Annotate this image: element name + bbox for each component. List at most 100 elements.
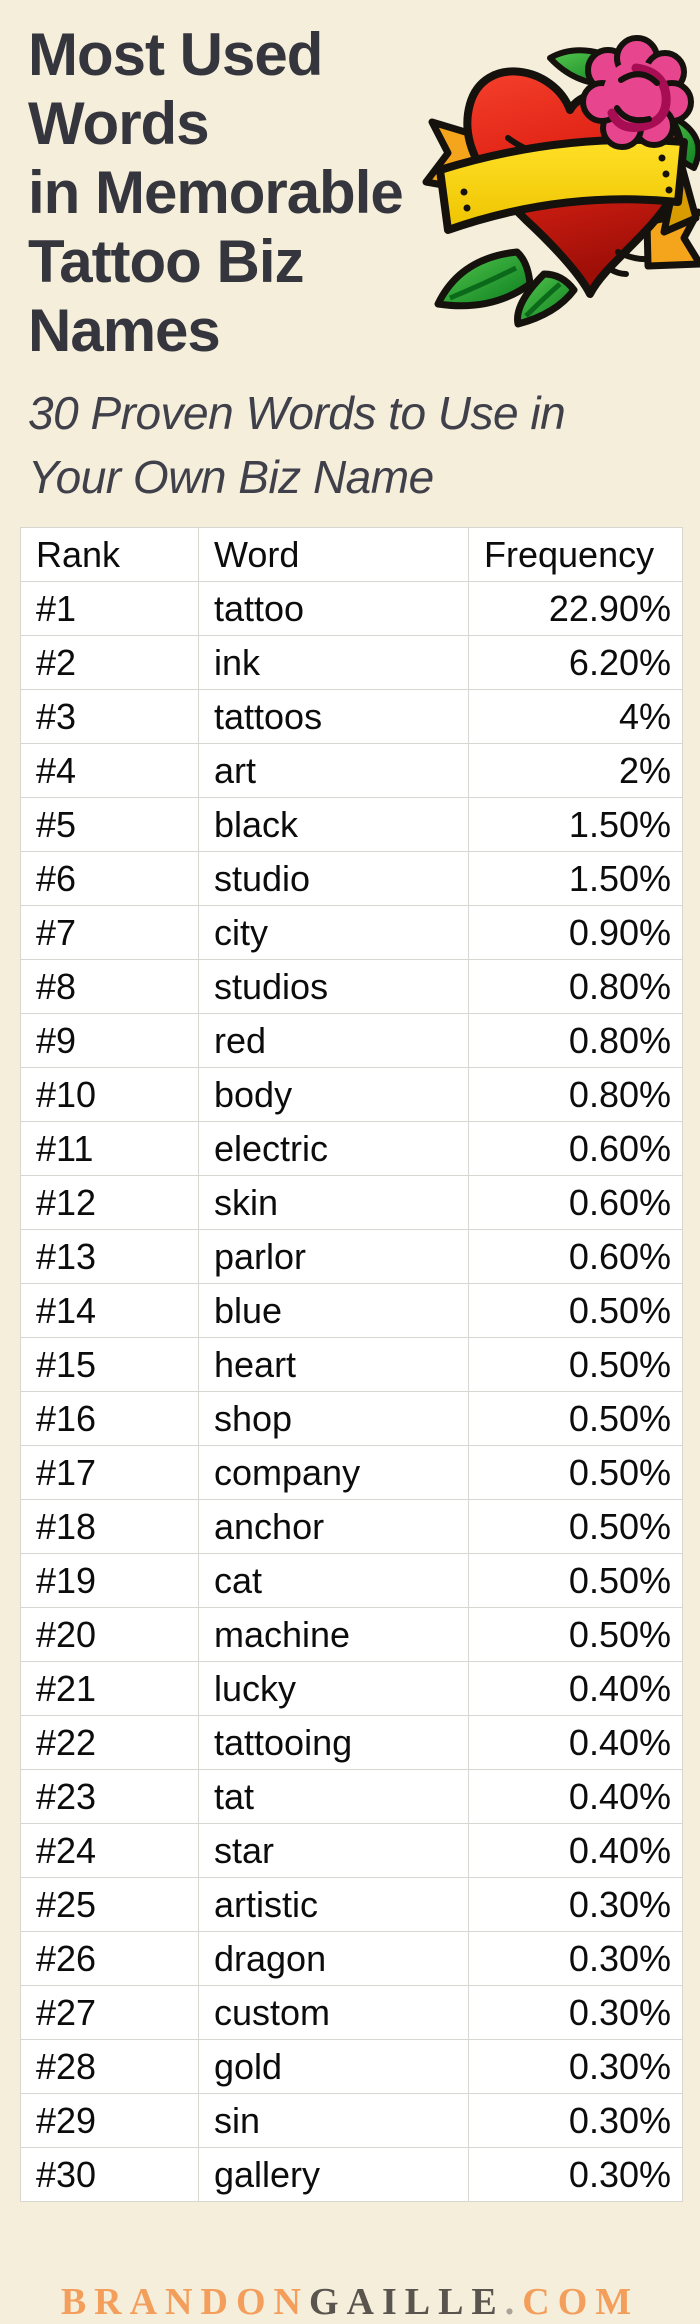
- rank-cell: #3: [20, 689, 199, 744]
- word-cell: studio: [198, 851, 469, 906]
- column-header-frequency: Frequency: [468, 527, 683, 582]
- footer-dot: .: [504, 2281, 523, 2323]
- word-cell: red: [198, 1013, 469, 1068]
- frequency-cell: 0.80%: [468, 1067, 683, 1122]
- word-frequency-table: Rank Word Frequency #1 tattoo 22.90% #2 …: [20, 527, 683, 2202]
- rank-cell: #17: [20, 1445, 199, 1500]
- rank-cell: #26: [20, 1931, 199, 1986]
- word-cell: lucky: [198, 1661, 469, 1716]
- rank-cell: #7: [20, 905, 199, 960]
- footer-tld: COM: [522, 2281, 640, 2323]
- page-title: Most Used Words in Memorable Tattoo Biz …: [28, 20, 458, 365]
- word-cell: dragon: [198, 1931, 469, 1986]
- word-cell: artistic: [198, 1877, 469, 1932]
- word-cell: skin: [198, 1175, 469, 1230]
- rank-cell: #18: [20, 1499, 199, 1554]
- table-row: #8 studios 0.80%: [20, 959, 683, 1014]
- rank-cell: #12: [20, 1175, 199, 1230]
- word-cell: star: [198, 1823, 469, 1878]
- header: Most Used Words in Memorable Tattoo Biz …: [0, 20, 700, 509]
- word-cell: tattooing: [198, 1715, 469, 1770]
- rank-cell: #6: [20, 851, 199, 906]
- word-cell: machine: [198, 1607, 469, 1662]
- frequency-cell: 0.50%: [468, 1607, 683, 1662]
- rank-cell: #13: [20, 1229, 199, 1284]
- page-subtitle: 30 Proven Words to Use in Your Own Biz N…: [28, 381, 700, 509]
- word-cell: ink: [198, 635, 469, 690]
- rank-cell: #20: [20, 1607, 199, 1662]
- word-cell: electric: [198, 1121, 469, 1176]
- frequency-cell: 1.50%: [468, 797, 683, 852]
- rank-cell: #5: [20, 797, 199, 852]
- frequency-cell: 22.90%: [468, 581, 683, 636]
- word-cell: black: [198, 797, 469, 852]
- rank-cell: #27: [20, 1985, 199, 2040]
- rank-cell: #9: [20, 1013, 199, 1068]
- word-cell: art: [198, 743, 469, 798]
- table-row: #18 anchor 0.50%: [20, 1499, 683, 1554]
- table-row: #21 lucky 0.40%: [20, 1661, 683, 1716]
- word-cell: city: [198, 905, 469, 960]
- frequency-cell: 0.40%: [468, 1661, 683, 1716]
- frequency-cell: 0.40%: [468, 1823, 683, 1878]
- subtitle-line: 30 Proven Words to Use in: [28, 387, 566, 439]
- table-row: #4 art 2%: [20, 743, 683, 798]
- table-row: #3 tattoos 4%: [20, 689, 683, 744]
- frequency-cell: 0.60%: [468, 1121, 683, 1176]
- frequency-cell: 0.40%: [468, 1715, 683, 1770]
- infographic: Most Used Words in Memorable Tattoo Biz …: [0, 20, 700, 2323]
- frequency-cell: 0.60%: [468, 1229, 683, 1284]
- table-row: #23 tat 0.40%: [20, 1769, 683, 1824]
- table-row: #17 company 0.50%: [20, 1445, 683, 1500]
- rank-cell: #21: [20, 1661, 199, 1716]
- word-cell: blue: [198, 1283, 469, 1338]
- table-row: #15 heart 0.50%: [20, 1337, 683, 1392]
- word-table-body: #1 tattoo 22.90% #2 ink 6.20% #3 tattoos…: [20, 581, 683, 2202]
- title-line: Most Used Words: [28, 21, 323, 157]
- frequency-cell: 0.80%: [468, 959, 683, 1014]
- word-cell: shop: [198, 1391, 469, 1446]
- rank-cell: #1: [20, 581, 199, 636]
- word-cell: cat: [198, 1553, 469, 1608]
- footer-brand: BRANDONGAILLE.COM: [0, 2280, 700, 2324]
- table-header-row: Rank Word Frequency: [20, 527, 683, 582]
- rank-cell: #29: [20, 2093, 199, 2148]
- frequency-cell: 0.50%: [468, 1445, 683, 1500]
- column-header-word: Word: [198, 527, 469, 582]
- rank-cell: #19: [20, 1553, 199, 1608]
- word-cell: tattoos: [198, 689, 469, 744]
- frequency-cell: 4%: [468, 689, 683, 744]
- frequency-cell: 0.50%: [468, 1553, 683, 1608]
- table-row: #11 electric 0.60%: [20, 1121, 683, 1176]
- rank-cell: #16: [20, 1391, 199, 1446]
- frequency-cell: 0.50%: [468, 1283, 683, 1338]
- table-row: #13 parlor 0.60%: [20, 1229, 683, 1284]
- table-row: #26 dragon 0.30%: [20, 1931, 683, 1986]
- frequency-cell: 0.30%: [468, 2093, 683, 2148]
- table-row: #2 ink 6.20%: [20, 635, 683, 690]
- frequency-cell: 0.60%: [468, 1175, 683, 1230]
- footer-brand-last: GAILLE: [308, 2281, 505, 2323]
- table-row: #6 studio 1.50%: [20, 851, 683, 906]
- frequency-cell: 1.50%: [468, 851, 683, 906]
- title-line: Names: [28, 297, 221, 364]
- word-cell: parlor: [198, 1229, 469, 1284]
- frequency-cell: 2%: [468, 743, 683, 798]
- rank-cell: #11: [20, 1121, 199, 1176]
- table-row: #24 star 0.40%: [20, 1823, 683, 1878]
- word-cell: tattoo: [198, 581, 469, 636]
- table-row: #30 gallery 0.30%: [20, 2147, 683, 2202]
- table-row: #25 artistic 0.30%: [20, 1877, 683, 1932]
- frequency-cell: 0.50%: [468, 1391, 683, 1446]
- table-row: #16 shop 0.50%: [20, 1391, 683, 1446]
- rank-cell: #10: [20, 1067, 199, 1122]
- table-row: #1 tattoo 22.90%: [20, 581, 683, 636]
- rank-cell: #8: [20, 959, 199, 1014]
- word-cell: heart: [198, 1337, 469, 1392]
- table-row: #28 gold 0.30%: [20, 2039, 683, 2094]
- frequency-cell: 0.30%: [468, 2039, 683, 2094]
- word-cell: company: [198, 1445, 469, 1500]
- word-cell: studios: [198, 959, 469, 1014]
- word-cell: anchor: [198, 1499, 469, 1554]
- table-row: #20 machine 0.50%: [20, 1607, 683, 1662]
